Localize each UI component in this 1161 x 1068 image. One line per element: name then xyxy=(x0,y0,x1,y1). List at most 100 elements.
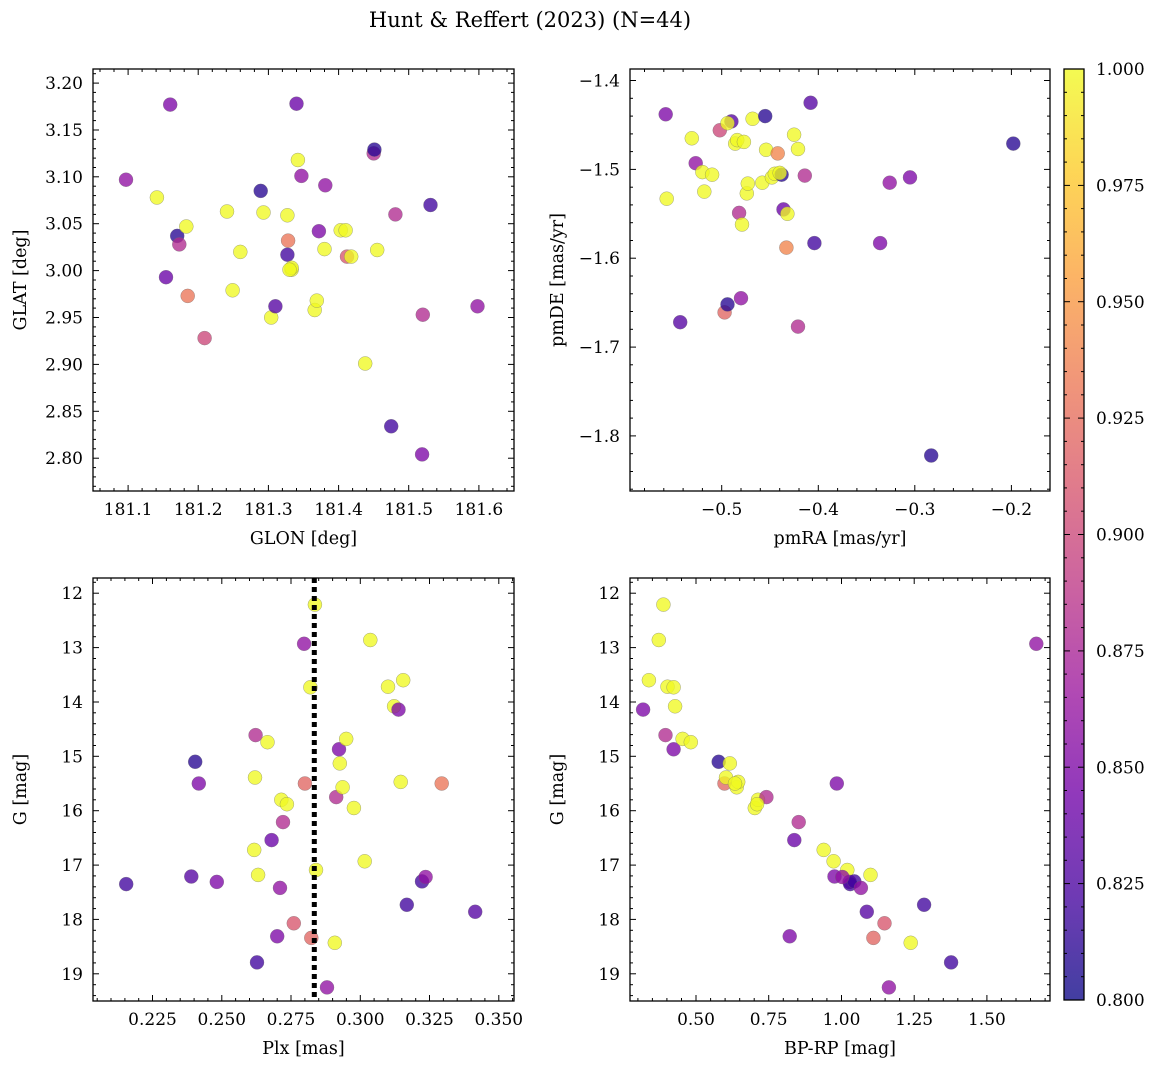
scatter-point xyxy=(659,191,674,206)
scatter-point xyxy=(318,178,333,193)
x-tick-label: 181.2 xyxy=(174,500,223,520)
scatter-point xyxy=(286,916,302,931)
x-axis-label: GLON [deg] xyxy=(250,529,357,549)
colorbar-tick-label: 1.000 xyxy=(1096,60,1145,80)
scatter-point xyxy=(803,95,818,111)
scatter-point xyxy=(399,897,415,913)
scatter-point xyxy=(319,980,335,995)
x-tick-label: −0.4 xyxy=(798,500,839,520)
y-tick-label: 3.10 xyxy=(45,168,83,188)
x-tick-label: 0.325 xyxy=(405,1010,454,1030)
scatter-point xyxy=(704,167,720,182)
x-tick-label: −0.2 xyxy=(991,500,1032,520)
scatter-point xyxy=(415,307,431,322)
scatter-point xyxy=(658,107,673,122)
scatter-point xyxy=(280,208,295,223)
x-tick-label: 1.50 xyxy=(968,1010,1006,1030)
scatter-point xyxy=(197,330,212,346)
scatter-point xyxy=(357,854,372,869)
y-tick-label: 18 xyxy=(598,910,620,930)
scatter-point xyxy=(269,929,285,944)
subplot-pm: −0.5 −0.4 −0.3 −0.2 −1.8 −1.7 −1.6 −1.5 −1.4 pmRA… xyxy=(548,68,1051,549)
scatter-point xyxy=(369,242,385,258)
y-tick-label: −1.5 xyxy=(579,160,620,180)
y-axis-label: G [mag] xyxy=(548,754,568,825)
scatter-point xyxy=(434,776,449,791)
colorbar-tick-label: 0.800 xyxy=(1096,991,1145,1011)
scatter-point xyxy=(727,776,743,791)
scatter-point xyxy=(191,776,207,791)
x-tick-label: 0.250 xyxy=(197,1010,246,1030)
scatter-point xyxy=(357,356,373,371)
axes-frame xyxy=(629,68,1051,492)
scatter-point xyxy=(672,314,688,330)
x-axis-label: pmRA [mas/yr] xyxy=(774,529,907,549)
scatter-point xyxy=(770,146,785,161)
y-tick-label: 3.05 xyxy=(45,215,83,235)
scatter-point xyxy=(332,756,348,771)
scatter-point xyxy=(272,880,288,896)
subplot-glon-glat: 181.1 181.2 181.3 181.4 181.5 181.6 2.80 2.85 2.… xyxy=(11,68,515,549)
scatter-point xyxy=(289,96,304,111)
scatter-point xyxy=(697,184,712,199)
scatter-point xyxy=(656,597,671,612)
scatter-point xyxy=(233,244,248,260)
subplot-plx-g: 0.225 0.250 0.275 0.300 0.325 0.350 12 13 14 15 16… xyxy=(11,577,523,1059)
ticks-cmd xyxy=(630,578,1050,1001)
scatter-point xyxy=(786,127,802,142)
scatter-point xyxy=(327,935,343,951)
scatter-point xyxy=(209,874,225,890)
x-tick-label: 181.5 xyxy=(384,500,433,520)
scatter-point xyxy=(733,290,749,306)
scatter-point xyxy=(666,742,681,757)
x-tick-label: 0.50 xyxy=(677,1010,715,1030)
scatter-point xyxy=(651,632,667,648)
scatter-point xyxy=(280,233,296,248)
scatter-point xyxy=(225,283,240,298)
x-tick-label: 181.4 xyxy=(314,500,363,520)
colorbar-tick-label: 0.950 xyxy=(1096,293,1145,313)
scatter-point xyxy=(923,448,939,463)
scatter-point xyxy=(253,183,268,199)
y-tick-label: −1.6 xyxy=(579,249,620,269)
x-tick-label: −0.3 xyxy=(894,500,935,520)
x-tick-label: 0.275 xyxy=(267,1010,316,1030)
scatter-point xyxy=(720,297,735,312)
scatter-point xyxy=(791,814,806,830)
scatter-point xyxy=(219,204,235,219)
y-tick-label: 17 xyxy=(598,856,620,876)
scatter-point xyxy=(666,680,681,695)
scatter-point xyxy=(118,876,134,892)
scatter-point xyxy=(790,319,806,334)
scatter-point xyxy=(853,880,869,896)
x-tick-label: 181.6 xyxy=(455,500,504,520)
scatter-point xyxy=(309,293,325,308)
scatter-point xyxy=(734,217,750,232)
scatter-point xyxy=(722,756,738,771)
scatter-point xyxy=(391,702,406,717)
scatter-point xyxy=(264,832,279,848)
scatter-point xyxy=(684,131,700,146)
y-tick-label: −1.7 xyxy=(579,338,620,358)
y-tick-label: 3.00 xyxy=(45,262,83,282)
ticks-glon-glat xyxy=(93,69,514,491)
scatter-point xyxy=(248,727,263,743)
colorbar-tick-label: 0.875 xyxy=(1096,642,1145,662)
scatter-point xyxy=(294,168,309,184)
colorbar-tick-label: 0.850 xyxy=(1096,758,1145,778)
scatter-point xyxy=(380,679,396,694)
colorbar: 0.800 0.825 0.850 0.875 0.900 0.925 0.950 0.975… xyxy=(1063,60,1145,1011)
x-tick-label: 1.25 xyxy=(895,1010,933,1030)
scatter-point xyxy=(772,165,787,181)
x-tick-label: 1.00 xyxy=(823,1010,861,1030)
scatter-point xyxy=(335,780,350,795)
scatter-point xyxy=(249,955,265,970)
scatter-point xyxy=(158,269,174,285)
scatter-point xyxy=(736,134,752,150)
scatter-point xyxy=(835,869,850,885)
points-cmd xyxy=(635,597,1044,995)
scatter-point xyxy=(829,776,845,791)
scatter-point xyxy=(816,842,831,858)
y-tick-label: 2.85 xyxy=(45,402,83,422)
scatter-point xyxy=(393,774,408,790)
